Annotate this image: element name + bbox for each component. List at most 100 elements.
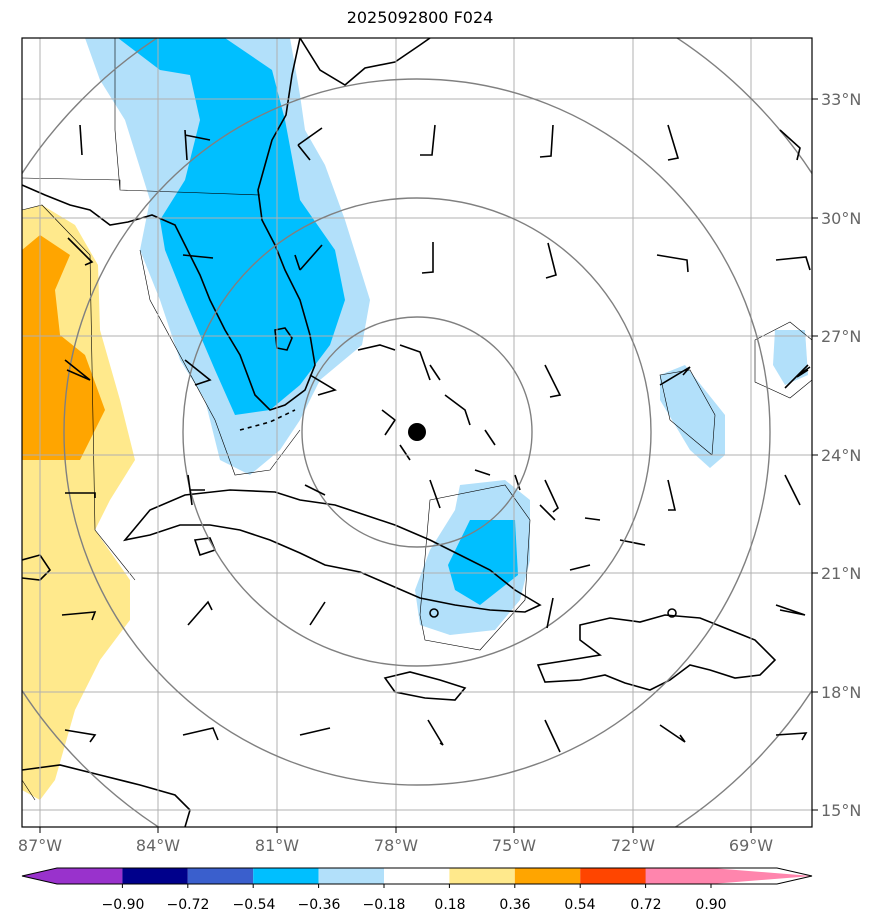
colorbar-outline (21, 867, 813, 885)
colorbar-segment (449, 868, 515, 884)
east-coast-north (299, 38, 431, 86)
wind-barb (309, 374, 337, 396)
wind-barb (184, 359, 212, 386)
map-panel (22, 38, 812, 827)
colorbar-segment (580, 868, 646, 884)
wind-barb (544, 479, 559, 513)
wind-barb (775, 256, 811, 271)
negative-anomaly-region (660, 365, 725, 468)
wind-barb (420, 124, 436, 156)
wind-barb (184, 129, 211, 161)
wind-barb (299, 727, 331, 736)
colorbar-segment (384, 868, 450, 884)
lon-label: 84°W (136, 836, 180, 855)
colorbar-segment (122, 868, 188, 884)
wind-barb (187, 600, 213, 626)
wind-barb (309, 601, 326, 626)
negative-anomaly-core (448, 520, 518, 605)
wind-barb (67, 237, 94, 266)
wind-barb (297, 127, 323, 161)
colorbar-segment (22, 868, 123, 884)
colorbar-label: 0.18 (434, 897, 465, 913)
wind-barb (539, 124, 554, 158)
colorbar-segments (21, 867, 813, 888)
wind-barb (421, 242, 434, 274)
lon-label: 87°W (18, 836, 62, 855)
lon-label: 75°W (492, 836, 536, 855)
wind-barb (545, 242, 557, 279)
wind-barb (427, 719, 444, 746)
longitude-labels: 87°W 84°W 81°W 78°W 75°W 72°W 69°W (18, 836, 773, 855)
range-rings (22, 38, 812, 827)
colorbar-label: 0.90 (695, 897, 726, 913)
lat-label: 30°N (821, 209, 861, 228)
wind-barb (775, 732, 808, 741)
puerto-rico-coastline (22, 554, 52, 581)
wind-barb (65, 492, 96, 498)
colorbar-label: 0.54 (564, 897, 595, 913)
wind-barb (659, 366, 691, 386)
lon-label: 78°W (374, 836, 418, 855)
colorbar-label: 0.36 (499, 897, 530, 913)
latitude-labels: 33°N 30°N 27°N 24°N 21°N 18°N 15°N (821, 90, 861, 820)
gridlines (22, 38, 812, 827)
map-title: 2025092800 F024 (346, 8, 494, 27)
cuba-coastline (122, 489, 542, 613)
lon-label: 81°W (255, 836, 299, 855)
colorbar-label: −0.90 (102, 897, 145, 913)
wind-barbs (61, 124, 811, 753)
lat-label: 33°N (821, 90, 861, 109)
wind-barb (779, 129, 801, 161)
wind-barb (784, 364, 811, 389)
colorbar-label: 0.72 (630, 897, 661, 913)
map-frame (21, 37, 813, 828)
wind-barb (546, 597, 554, 629)
positive-anomaly-core (22, 235, 105, 460)
wind-barb (64, 359, 91, 381)
wind-barb (61, 611, 97, 621)
wind-barb (659, 724, 686, 743)
hispaniola-coastline (536, 614, 777, 691)
lat-label: 21°N (821, 564, 861, 583)
shaded-field (22, 38, 808, 800)
jamaica-coastline (383, 671, 467, 701)
colorbar-segment (514, 868, 581, 884)
colorbar-tick-labels: −0.90 −0.72 −0.54 −0.36 −0.18 0.18 0.36 … (102, 897, 727, 913)
colorbar-segment (253, 868, 319, 884)
wind-barb (64, 729, 97, 743)
storm-center-marker (408, 423, 426, 441)
lat-label: 18°N (821, 683, 861, 702)
wind-barb (784, 474, 801, 506)
wind-barb (429, 479, 441, 509)
wind-barb (182, 254, 214, 259)
station-marker (667, 608, 677, 618)
colorbar-segment (318, 868, 384, 884)
keys (239, 409, 296, 431)
colorbar-segment (187, 868, 254, 884)
florida-coastline (22, 38, 316, 411)
colorbar-label: −0.54 (233, 897, 276, 913)
colorbar-label: −0.36 (298, 897, 341, 913)
wind-barb (304, 484, 326, 496)
lat-label: 15°N (821, 801, 861, 820)
wind-barb (667, 479, 677, 511)
tick-marks (39, 98, 818, 833)
lon-label: 72°W (611, 836, 655, 855)
wind-barb (79, 124, 83, 156)
colorbar-segment (645, 868, 812, 884)
negative-anomaly-region (773, 330, 808, 385)
lon-label: 69°W (729, 836, 773, 855)
lat-label: 24°N (821, 446, 861, 465)
wind-barb (544, 719, 561, 753)
wind-barb (656, 254, 689, 273)
wind-barb (187, 474, 205, 506)
colorbar-label: −0.72 (167, 897, 210, 913)
lat-label: 27°N (821, 327, 861, 346)
station-marker (429, 608, 439, 618)
wind-barb (182, 727, 219, 741)
colorbar: −0.90 −0.72 −0.54 −0.36 −0.18 0.18 0.36 … (21, 867, 813, 913)
colorbar-label: −0.18 (363, 897, 406, 913)
wind-barb (775, 604, 806, 616)
wind-barb (667, 124, 680, 161)
